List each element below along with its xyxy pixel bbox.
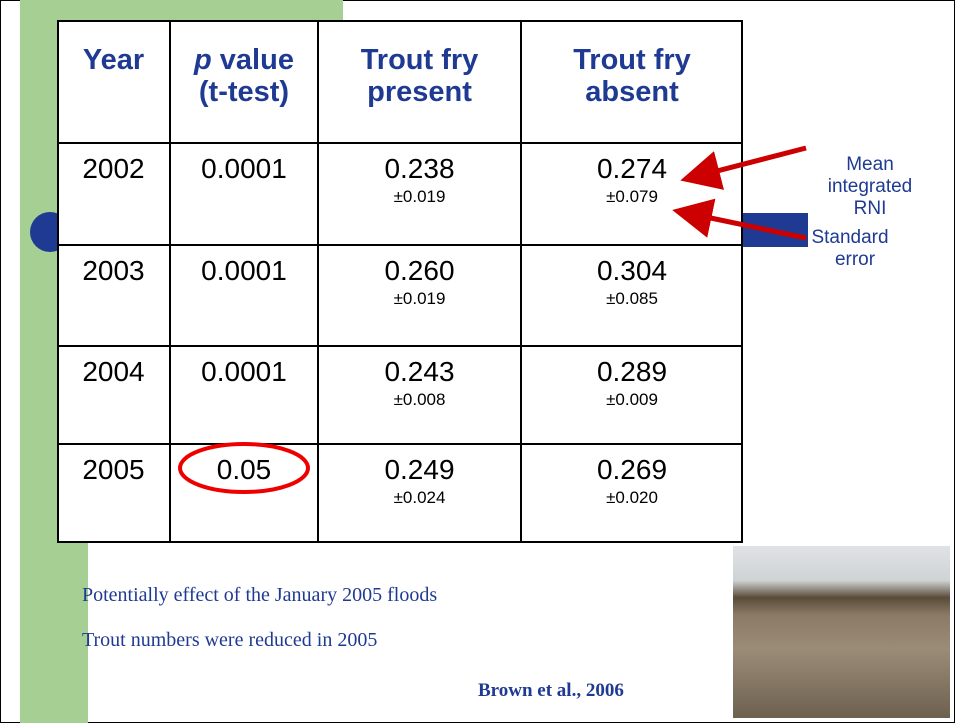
annotation-line: Standard (811, 227, 889, 248)
col-line (317, 20, 319, 543)
header-line: p value (170, 44, 318, 76)
annotation-line: Mean (846, 154, 894, 175)
cell: 0.260 ±0.019 (318, 255, 521, 309)
header-line: Trout fry (360, 44, 479, 76)
cell: 0.274 ±0.079 (521, 153, 743, 207)
col-line (169, 20, 171, 543)
row-line (57, 244, 743, 246)
annotation-line: RNI (853, 198, 887, 219)
header-text: value (219, 44, 294, 76)
header-cell: p value (t-test) (170, 44, 318, 108)
std-error: ±0.020 (606, 488, 658, 507)
row-line (57, 443, 743, 445)
cell: 0.304 ±0.085 (521, 255, 743, 309)
cell: 0.289 ±0.009 (521, 356, 743, 410)
header-line: absent (585, 76, 679, 108)
cell: 0.05 (170, 454, 318, 486)
year: 2002 (82, 153, 145, 184)
arrow (680, 145, 807, 190)
header-line: Year (82, 44, 145, 76)
mean: 0.243 (384, 356, 455, 387)
table-bg (57, 20, 743, 543)
flood-photo (733, 546, 950, 718)
std-error: ±0.019 (393, 289, 446, 308)
arrow (672, 198, 807, 241)
header-cell: Trout fry present (318, 44, 521, 108)
year: 2003 (82, 255, 145, 286)
annotation-error: Standard error (800, 227, 900, 271)
cell: 0.238 ±0.019 (318, 153, 521, 207)
note: Potentially effect of the January 2005 f… (82, 584, 438, 606)
header-cell: Year (57, 44, 170, 76)
citation: Brown et al., 2006 (478, 680, 624, 701)
mean: 0.304 (596, 255, 668, 286)
cell: 0.0001 (170, 356, 318, 388)
std-error: ±0.019 (393, 187, 446, 206)
mean: 0.269 (596, 454, 668, 485)
mean: 0.260 (384, 255, 455, 286)
annotation-line: integrated (827, 176, 913, 197)
std-error: ±0.008 (393, 390, 446, 409)
annotation-mean: Mean integrated RNI (820, 154, 920, 220)
std-error: ±0.024 (393, 488, 446, 507)
p-value: 0.0001 (201, 356, 287, 387)
mean: 0.249 (384, 454, 455, 485)
header-line: present (367, 76, 472, 108)
mean: 0.238 (384, 153, 455, 184)
std-error: ±0.079 (606, 187, 658, 206)
header-line: (t-test) (198, 76, 290, 108)
p-value: 0.0001 (201, 255, 287, 286)
cell: 2005 (57, 454, 170, 486)
year: 2005 (82, 454, 145, 485)
cell: 2004 (57, 356, 170, 388)
header-italic: p (194, 44, 212, 76)
mean: 0.289 (596, 356, 668, 387)
p-value: 0.0001 (201, 153, 287, 184)
col-line (520, 20, 522, 543)
std-error: ±0.085 (606, 289, 658, 308)
year: 2004 (82, 356, 145, 387)
cell: 0.0001 (170, 255, 318, 287)
cell: 2002 (57, 153, 170, 185)
annotation-line: error (834, 249, 876, 270)
cell: 0.243 ±0.008 (318, 356, 521, 410)
cell: 2003 (57, 255, 170, 287)
highlight-ellipse (178, 442, 310, 494)
cell: 0.0001 (170, 153, 318, 185)
cell: 0.269 ±0.020 (521, 454, 743, 508)
row-line (57, 142, 743, 144)
header-line: Trout fry (573, 44, 691, 76)
cell: 0.249 ±0.024 (318, 454, 521, 508)
row-line (57, 345, 743, 347)
mean: 0.274 (596, 153, 668, 184)
p-value: 0.05 (216, 454, 272, 485)
std-error: ±0.009 (606, 390, 658, 409)
note: Trout numbers were reduced in 2005 (82, 629, 378, 651)
header-cell: Trout fry absent (521, 44, 743, 108)
